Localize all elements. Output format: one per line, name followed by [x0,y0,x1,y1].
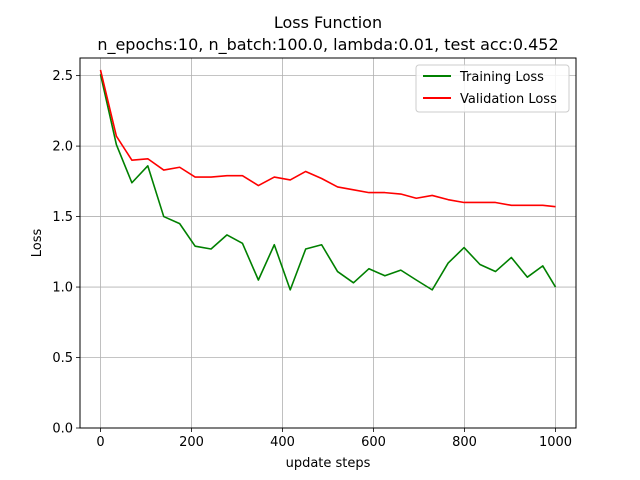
series-lines [99,69,557,291]
x-tick-label: 200 [179,435,204,450]
y-tick-label: 2.0 [52,140,73,155]
legend-label-training-loss: Training Loss [459,70,544,85]
chart-subtitle: n_epochs:10, n_batch:100.0, lambda:0.01,… [97,35,558,55]
training-loss-line [99,74,557,291]
legend-label-validation-loss: Validation Loss [460,92,557,107]
x-tick-label: 600 [361,435,386,450]
y-tick-label: 2.5 [52,69,73,84]
plot-frame [79,57,577,429]
grid [80,58,576,429]
legend: Training Loss Validation Loss [415,64,570,113]
y-tick-label: 0.5 [52,351,73,366]
y-axis-label: Loss [30,229,45,258]
y-tick-label: 1.0 [52,281,73,296]
chart-title: Loss Function [274,13,382,32]
x-tick-label: 400 [270,435,295,450]
x-tick-label: 800 [452,435,477,450]
y-tick-label: 0.0 [52,422,73,437]
x-axis-ticks: 0 200 400 600 800 1000 [96,428,572,450]
y-axis-ticks: 0.0 0.5 1.0 1.5 2.0 2.5 [52,69,80,437]
legend-box [415,64,570,113]
validation-loss-line [99,69,556,208]
x-tick-label: 0 [96,435,104,450]
x-axis-label: update steps [286,456,371,471]
y-tick-label: 1.5 [52,210,73,225]
x-tick-label: 1000 [539,435,572,450]
